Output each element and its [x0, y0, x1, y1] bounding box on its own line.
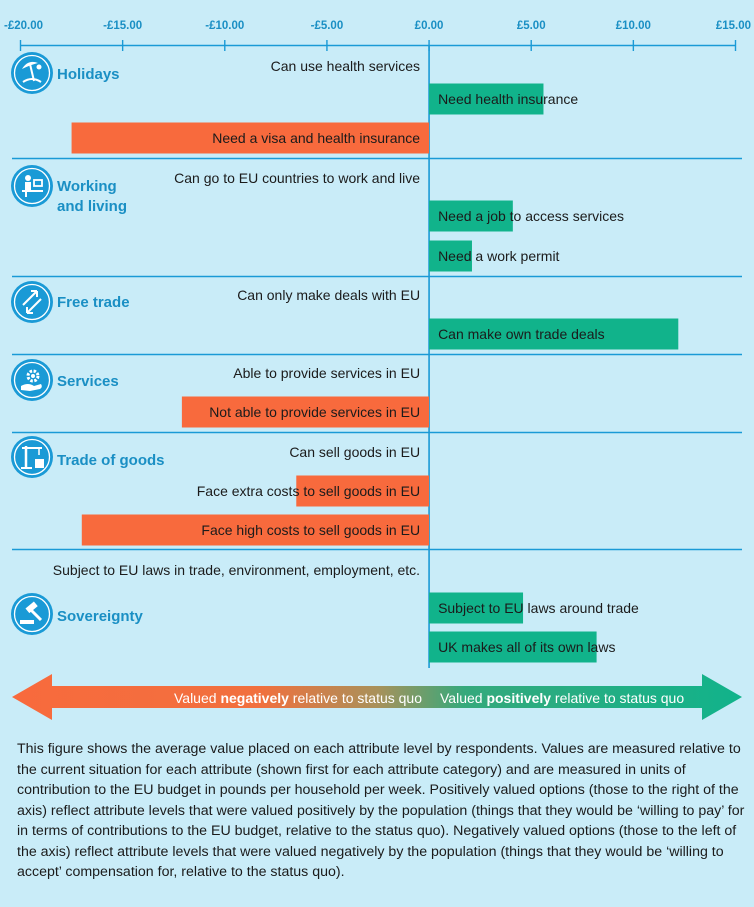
- level-label: Subject to EU laws in trade, environment…: [53, 562, 420, 578]
- category-label: Working and living: [57, 178, 127, 215]
- hand-gear-icon: [11, 359, 53, 401]
- positive-bar: [429, 240, 472, 272]
- legend-positive-label: Valued positively relative to status quo: [440, 690, 684, 706]
- category-label: Trade of goods: [57, 452, 165, 469]
- x-tick-label: £10.00: [616, 20, 651, 32]
- category-label: Services: [57, 373, 119, 390]
- chart: -£20.00 -£15.00 -£10.00 -£5.00 £0.00 £5.00 £10…: [4, 20, 751, 720]
- category-label: Sovereignty: [57, 608, 144, 625]
- level-label: Need a visa and health insurance: [212, 130, 420, 146]
- level-label: Able to provide services in EU: [233, 365, 420, 381]
- level-label: Can make own trade deals: [438, 326, 605, 342]
- x-tick-label: -£20.00: [4, 20, 43, 32]
- crane-icon: [11, 436, 53, 478]
- level-label: Need health insurance: [438, 91, 578, 107]
- level-label: Face extra costs to sell goods in EU: [197, 483, 420, 499]
- negative-bar: [296, 475, 430, 507]
- level-label: Need a work permit: [438, 248, 559, 264]
- category-label: Holidays: [57, 66, 120, 83]
- level-label: Not able to provide services in EU: [209, 404, 420, 420]
- exchange-arrows-icon: [11, 281, 53, 323]
- legend-arrow-shape: [12, 674, 742, 720]
- negative-bar: [71, 122, 430, 154]
- negative-bar: [81, 514, 430, 546]
- x-tick-label: -£10.00: [205, 20, 244, 32]
- positive-bar: [429, 83, 544, 115]
- level-label: Need a job to access services: [438, 208, 624, 224]
- figure-caption: This figure shows the average value plac…: [17, 741, 745, 880]
- x-tick-label: £15.00: [716, 20, 751, 32]
- x-tick-label: £5.00: [517, 20, 546, 32]
- legend-arrow: Valued negatively relative to status quo…: [12, 674, 742, 720]
- positive-bar: [429, 592, 524, 624]
- level-label: Face high costs to sell goods in EU: [201, 522, 420, 538]
- level-label: Can use health services: [271, 58, 420, 74]
- desk-worker-icon: [11, 165, 53, 207]
- level-label: UK makes all of its own laws: [438, 639, 615, 655]
- positive-bar: [429, 318, 679, 350]
- positive-bar: [429, 200, 513, 232]
- level-label: Can sell goods in EU: [289, 444, 420, 460]
- x-tick-label: -£15.00: [103, 20, 142, 32]
- level-label: Can go to EU countries to work and live: [174, 170, 420, 186]
- legend-negative-label: Valued negatively relative to status quo: [174, 690, 422, 706]
- level-label: Can only make deals with EU: [237, 287, 420, 303]
- negative-bar: [181, 396, 430, 428]
- positive-bar: [429, 631, 597, 663]
- x-tick-label: £0.00: [415, 20, 444, 32]
- beach-icon: [11, 52, 53, 94]
- category-label: Free trade: [57, 294, 130, 311]
- gavel-icon: [11, 593, 53, 635]
- level-label: Subject to EU laws around trade: [438, 600, 639, 616]
- x-tick-label: -£5.00: [311, 20, 344, 32]
